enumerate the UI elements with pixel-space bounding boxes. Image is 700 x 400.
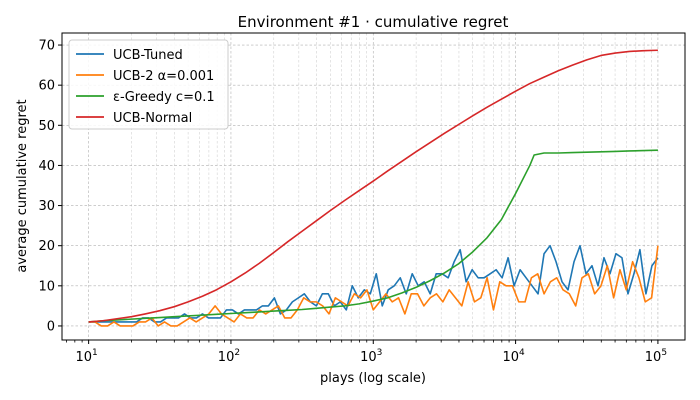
legend-label: UCB-Normal (113, 111, 192, 126)
y-axis-ticks: 0 10 20 30 40 50 60 70 (38, 39, 62, 334)
legend-box (68, 39, 229, 130)
y-tick-label: 10 (38, 279, 55, 294)
y-tick-label: 60 (38, 79, 55, 94)
series-line--greedy-c-0-1 (88, 149, 658, 323)
series-line-ucb-tuned (88, 244, 659, 323)
grid (62, 33, 685, 340)
chart-title: Environment #1 · cumulative regret (238, 13, 509, 31)
y-tick-label: 70 (38, 39, 55, 54)
x-tick-label: 102 (218, 348, 240, 365)
series-line-ucb-2-0-001 (88, 245, 659, 327)
y-tick-label: 30 (38, 199, 55, 214)
legend-label: UCB-Tuned (113, 48, 183, 63)
y-tick-label: 20 (38, 239, 55, 254)
y-tick-label: 40 (38, 159, 55, 174)
series-lines (88, 49, 659, 327)
series-line-ucb-normal (88, 49, 658, 323)
legend-label: ε-Greedy c=0.1 (113, 90, 215, 105)
x-tick-label: 101 (75, 348, 97, 365)
x-tick-label: 104 (502, 348, 525, 365)
y-axis-label: average cumulative regret (15, 99, 30, 272)
x-axis-ticks: 101 102 103 104 105 (66, 340, 667, 365)
x-tick-label: 103 (360, 348, 382, 365)
y-tick-label: 50 (38, 119, 55, 134)
x-axis-label: plays (log scale) (320, 371, 426, 386)
x-tick-label: 105 (645, 348, 667, 365)
legend: UCB-Tuned UCB-2 α=0.001 ε-Greedy c=0.1 UCB-… (68, 39, 229, 130)
legend-label: UCB-2 α=0.001 (113, 69, 214, 84)
y-tick-label: 0 (47, 319, 55, 334)
